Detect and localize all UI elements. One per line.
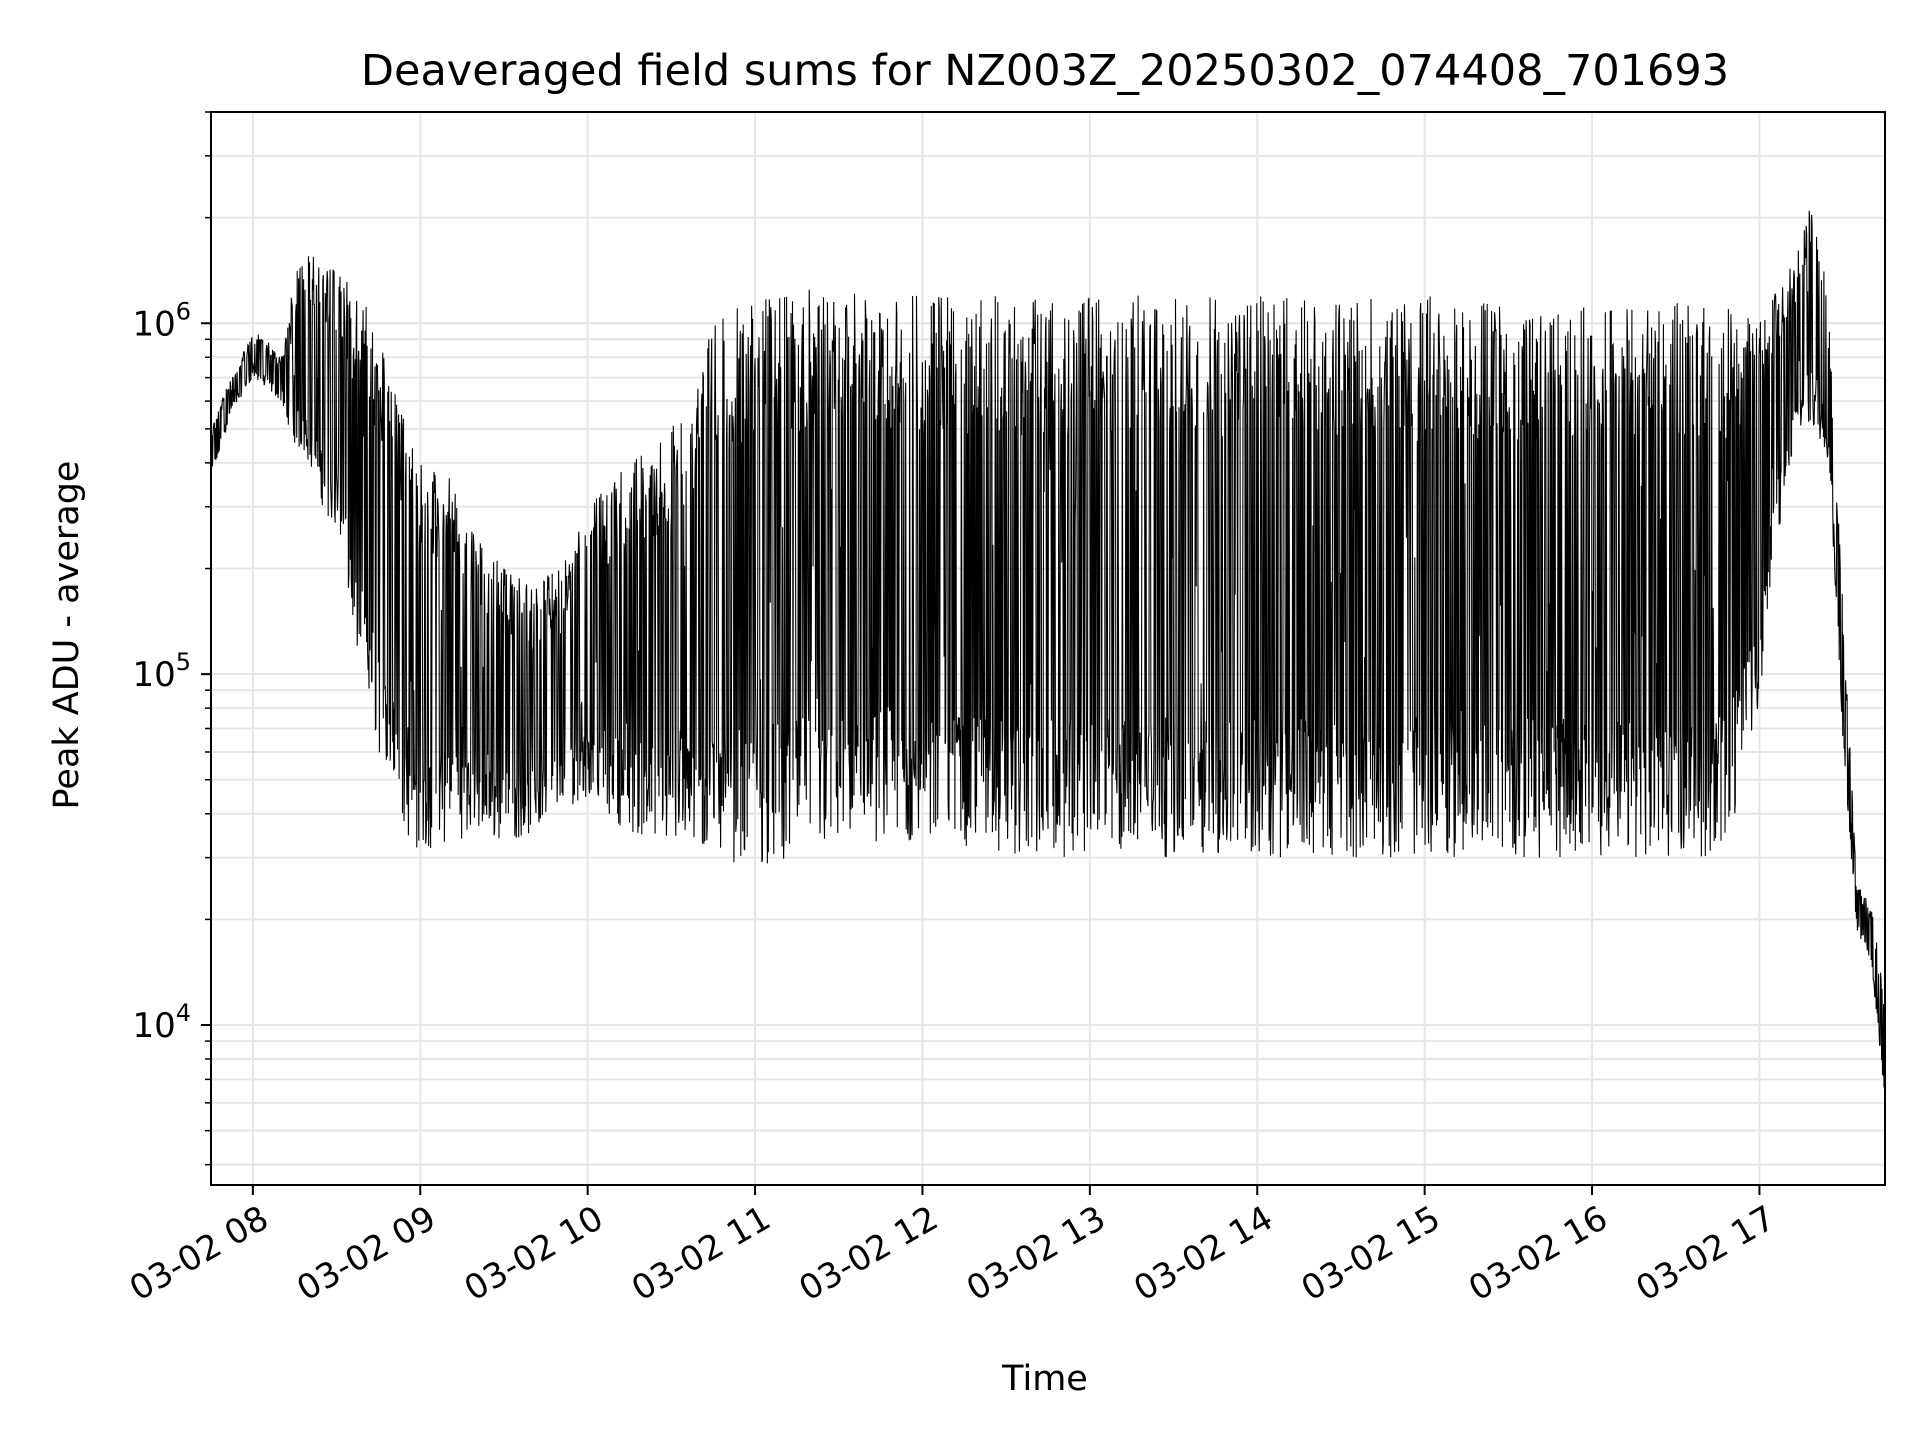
chart-title: Deaveraged field sums for NZ003Z_2025030… bbox=[361, 46, 1729, 96]
x-axis-label: Time bbox=[1001, 1359, 1088, 1399]
y-axis-label: Peak ADU - average bbox=[47, 461, 87, 810]
series-line-0 bbox=[210, 210, 1886, 1099]
y-tick-label: 106 bbox=[132, 297, 191, 344]
plot-area bbox=[210, 210, 1886, 1099]
plot-frame bbox=[210, 111, 1886, 1186]
y-tick-label: 104 bbox=[132, 999, 191, 1046]
y-tick-label: 105 bbox=[132, 648, 191, 695]
